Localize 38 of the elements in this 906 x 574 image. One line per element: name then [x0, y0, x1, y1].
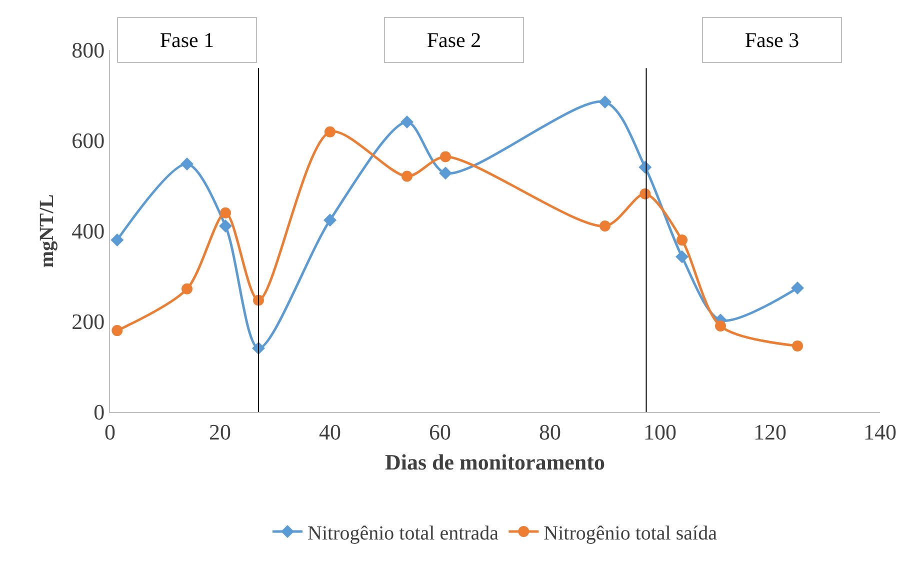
x-tick-label: 40: [319, 419, 341, 444]
x-tick-label: 120: [754, 419, 786, 444]
x-tick-label: 80: [539, 419, 561, 444]
y-tick-label: 200: [72, 309, 105, 334]
y-axis-title: mgNT/L: [36, 194, 58, 268]
point: [715, 320, 726, 332]
point: [440, 151, 451, 162]
legend-label: Nitrogênio total entrada: [308, 522, 499, 544]
point: [600, 220, 610, 232]
y-tick-label: 800: [72, 38, 105, 63]
point: [676, 250, 688, 264]
annotation: Fase 3: [744, 28, 800, 52]
x-tick-label: 20: [209, 419, 231, 444]
annotation: Fase 1: [160, 28, 214, 52]
point: [402, 170, 412, 182]
point: [791, 282, 804, 295]
point: [180, 158, 194, 171]
point: [439, 166, 452, 180]
x-tick-label: 140: [864, 419, 896, 444]
x-tick-label: 100: [644, 419, 676, 444]
point: [324, 126, 336, 138]
legend-label: Nitrogênio total saída: [544, 522, 718, 544]
y-tick-label: 0: [94, 400, 105, 425]
point: [110, 234, 124, 247]
point: [324, 214, 336, 227]
point: [676, 234, 688, 246]
point: [182, 283, 192, 294]
point: [400, 115, 414, 128]
point: [219, 220, 232, 233]
point: [112, 325, 123, 336]
x-axis-title: Dias de monitoramento: [385, 449, 605, 474]
y-tick-label: 600: [72, 128, 105, 154]
y-tick-label: 400: [72, 218, 105, 244]
point: [792, 340, 803, 352]
annotation: Fase 2: [426, 28, 482, 52]
point: [220, 207, 231, 218]
point: [598, 96, 612, 109]
x-tick-label: 60: [429, 419, 451, 444]
